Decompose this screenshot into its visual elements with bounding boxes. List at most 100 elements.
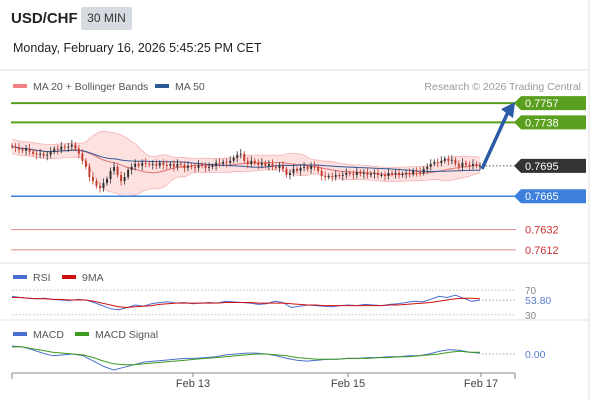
candle bbox=[32, 151, 35, 154]
candle bbox=[243, 153, 246, 161]
x-tick-label: Feb 17 bbox=[464, 378, 498, 390]
candle bbox=[281, 165, 284, 169]
candle bbox=[468, 164, 471, 166]
candle bbox=[380, 174, 383, 176]
candle bbox=[345, 172, 348, 175]
candle bbox=[267, 163, 270, 166]
candle bbox=[53, 148, 56, 152]
candle bbox=[123, 176, 126, 182]
candle bbox=[366, 172, 369, 175]
candle bbox=[113, 166, 116, 171]
legend-swatch-ma50 bbox=[155, 84, 169, 88]
macd-legend: MACD MACD Signal bbox=[13, 329, 158, 341]
candle bbox=[376, 172, 379, 175]
x-tick-label: Feb 13 bbox=[176, 378, 210, 390]
candle bbox=[306, 166, 309, 169]
candle bbox=[422, 168, 425, 173]
resistance-tag-bg bbox=[514, 96, 586, 111]
candle bbox=[387, 172, 390, 176]
candle bbox=[144, 162, 147, 164]
candle bbox=[436, 161, 439, 163]
candle bbox=[331, 175, 334, 177]
candle bbox=[21, 149, 24, 151]
candle bbox=[225, 161, 228, 163]
candle bbox=[165, 164, 168, 166]
candle bbox=[320, 170, 323, 176]
candle bbox=[120, 174, 123, 182]
candle bbox=[429, 163, 432, 167]
candle bbox=[461, 162, 464, 167]
candle bbox=[303, 166, 306, 168]
support-label-0.7612: 0.7612 bbox=[525, 245, 559, 257]
candle bbox=[338, 174, 341, 176]
candle bbox=[373, 172, 376, 174]
candle bbox=[134, 163, 137, 167]
candle bbox=[67, 146, 70, 148]
candle bbox=[426, 166, 429, 169]
candle bbox=[359, 171, 362, 174]
candle bbox=[88, 166, 91, 177]
candle bbox=[454, 159, 457, 164]
candle bbox=[155, 163, 158, 166]
rsi-current-value: 53.80 bbox=[525, 295, 551, 307]
candle bbox=[11, 145, 13, 147]
candle bbox=[271, 163, 274, 167]
legend-label-rsi-ma: 9MA bbox=[82, 272, 104, 284]
candle bbox=[183, 164, 186, 168]
candle bbox=[63, 146, 66, 148]
candle bbox=[447, 158, 450, 161]
attribution: Research © 2026 Trading Central bbox=[424, 81, 581, 93]
rsi-panel: 70 30 53.80 bbox=[11, 286, 551, 322]
candle bbox=[419, 171, 422, 173]
candle bbox=[60, 146, 63, 150]
candle bbox=[18, 147, 21, 150]
candle bbox=[412, 170, 415, 174]
candle bbox=[317, 166, 320, 171]
candle bbox=[39, 153, 42, 155]
support-tag-0.7665: 0.7665 bbox=[514, 189, 586, 204]
candle bbox=[211, 165, 214, 167]
candle bbox=[257, 162, 260, 165]
candle bbox=[289, 172, 291, 175]
candle bbox=[56, 148, 59, 150]
candle bbox=[408, 172, 411, 174]
candle bbox=[116, 166, 119, 175]
candle bbox=[296, 168, 298, 171]
candle bbox=[433, 161, 436, 164]
macd-panel: 0.00 bbox=[11, 345, 546, 371]
candle bbox=[274, 166, 277, 168]
legend-swatch-rsi-ma bbox=[62, 275, 76, 279]
candle bbox=[352, 173, 355, 175]
support-label-0.7632: 0.7632 bbox=[525, 225, 559, 237]
macd-series-1 bbox=[12, 346, 480, 366]
candle bbox=[176, 163, 179, 167]
legend-label-ma50: MA 50 bbox=[175, 81, 205, 93]
candle bbox=[394, 172, 397, 174]
candle bbox=[327, 175, 330, 177]
candle bbox=[127, 169, 130, 177]
candle bbox=[362, 172, 365, 174]
candle bbox=[109, 170, 112, 180]
candle bbox=[151, 163, 154, 165]
candle bbox=[81, 153, 84, 161]
candle bbox=[415, 170, 418, 172]
candle bbox=[229, 160, 232, 163]
candle bbox=[236, 154, 239, 158]
legend-label-macd-signal: MACD Signal bbox=[95, 329, 158, 341]
candle bbox=[324, 175, 327, 177]
timeframe-badge[interactable]: 30 MIN bbox=[81, 7, 132, 30]
candle bbox=[204, 165, 207, 168]
candle bbox=[222, 161, 225, 164]
symbol-title: USD/CHF bbox=[11, 10, 78, 27]
legend-swatch-macd-signal bbox=[75, 332, 89, 336]
candle bbox=[169, 163, 172, 166]
candle bbox=[401, 173, 404, 175]
candle bbox=[310, 165, 313, 169]
legend-swatch-macd bbox=[13, 332, 27, 336]
candle bbox=[49, 151, 52, 155]
candle bbox=[384, 174, 386, 176]
candle bbox=[457, 163, 460, 167]
resistance-tag-text: 0.7738 bbox=[525, 117, 559, 129]
candle bbox=[334, 174, 337, 177]
candle bbox=[443, 158, 446, 161]
